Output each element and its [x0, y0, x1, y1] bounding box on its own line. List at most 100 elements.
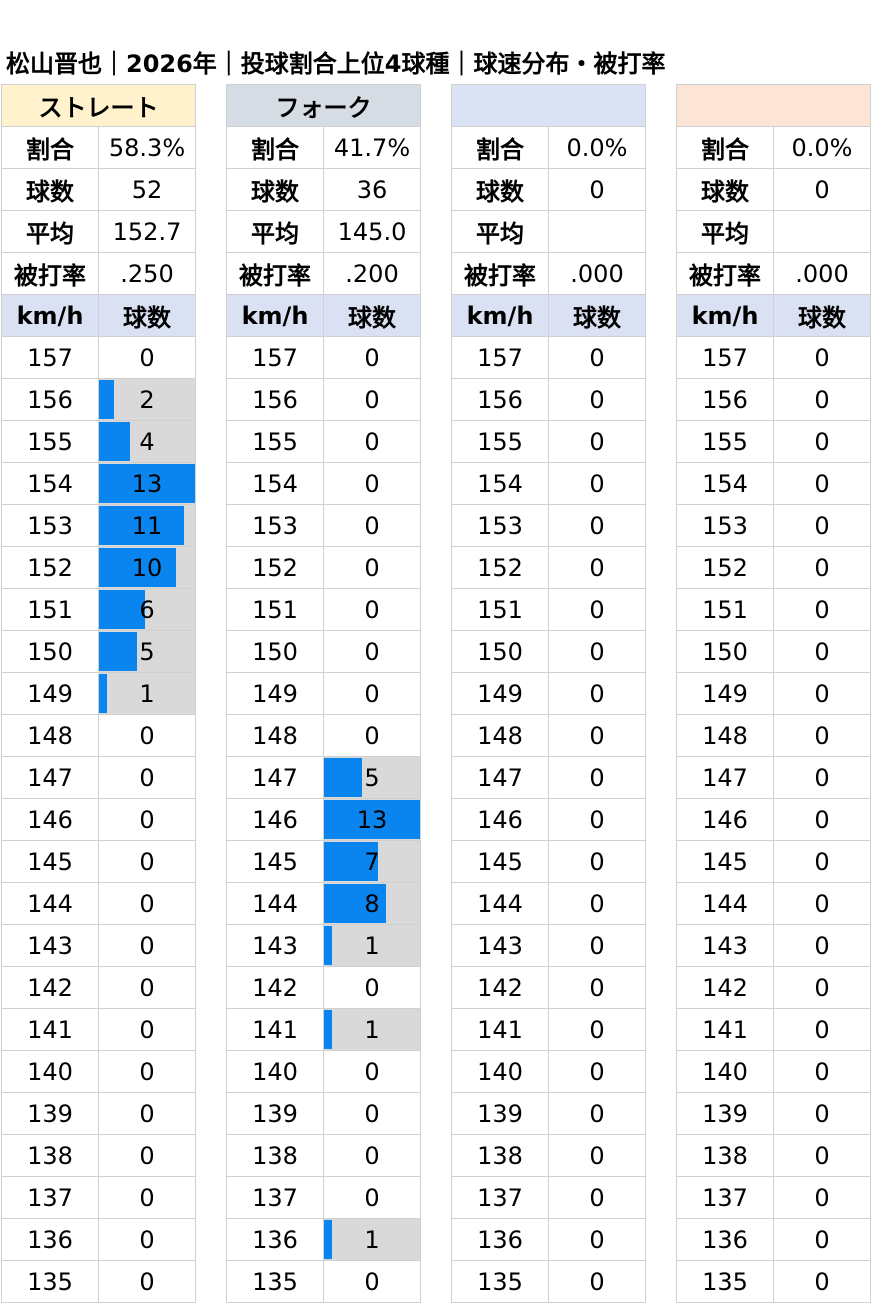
count-column-header: 球数 — [98, 294, 196, 337]
count-cell: 0 — [323, 1092, 421, 1135]
pitch-table: ストレート 割合 58.3% 球数 52 平均 152.7 被打率 .250 km/h 球数 157 0… — [1, 84, 196, 1303]
count-value: 0 — [139, 1225, 155, 1254]
speed-row: 146 0 — [676, 798, 871, 841]
count-cell: 0 — [548, 1218, 646, 1261]
speed-row: 135 0 — [1, 1260, 196, 1303]
speed-label: 151 — [451, 588, 549, 631]
count-cell: 0 — [773, 546, 871, 589]
count-cell: 0 — [773, 588, 871, 631]
count-bar — [99, 590, 145, 629]
stat-label-ba: 被打率 — [676, 252, 774, 295]
stat-label-ba: 被打率 — [226, 252, 324, 295]
count-value: 0 — [139, 343, 155, 372]
speed-label: 145 — [451, 840, 549, 883]
stat-label-count: 球数 — [226, 168, 324, 211]
count-value: 0 — [139, 973, 155, 1002]
speed-row: 156 2 — [1, 378, 196, 421]
speed-label: 154 — [226, 462, 324, 505]
count-cell: 1 — [98, 672, 196, 715]
count-value: 1 — [364, 1015, 380, 1044]
speed-label: 140 — [226, 1050, 324, 1093]
speed-row: 136 0 — [1, 1218, 196, 1261]
speed-label: 143 — [676, 924, 774, 967]
count-value: 1 — [139, 679, 155, 708]
count-bar — [99, 506, 184, 545]
count-cell: 0 — [98, 1092, 196, 1135]
count-value: 4 — [139, 427, 155, 456]
speed-label: 138 — [1, 1134, 99, 1177]
speed-label: 156 — [676, 378, 774, 421]
count-cell: 0 — [773, 1092, 871, 1135]
count-value: 0 — [364, 1057, 380, 1086]
count-cell: 0 — [773, 462, 871, 505]
speed-row: 149 0 — [226, 672, 421, 715]
count-value: 13 — [356, 805, 388, 834]
speed-row: 155 0 — [451, 420, 646, 463]
count-value: 0 — [589, 637, 605, 666]
count-value: 5 — [139, 637, 155, 666]
speed-row: 152 0 — [451, 546, 646, 589]
count-value: 0 — [589, 1099, 605, 1128]
speed-row: 139 0 — [676, 1092, 871, 1135]
count-cell: 0 — [548, 1092, 646, 1135]
count-value: 0 — [589, 553, 605, 582]
speed-label: 154 — [676, 462, 774, 505]
count-cell: 0 — [773, 504, 871, 547]
speed-label: 140 — [1, 1050, 99, 1093]
speed-label: 138 — [676, 1134, 774, 1177]
count-bar — [99, 380, 114, 419]
count-cell: 0 — [548, 924, 646, 967]
speed-row: 143 0 — [676, 924, 871, 967]
speed-row: 157 0 — [676, 336, 871, 379]
count-cell: 0 — [548, 420, 646, 463]
speed-row: 140 0 — [226, 1050, 421, 1093]
speed-label: 153 — [226, 504, 324, 547]
count-cell: 0 — [98, 1176, 196, 1219]
count-value: 0 — [139, 847, 155, 876]
count-cell: 0 — [773, 924, 871, 967]
count-value: 0 — [814, 1099, 830, 1128]
stat-row-avg: 平均 152.7 — [1, 210, 196, 253]
speed-row: 139 0 — [1, 1092, 196, 1135]
speed-row: 141 0 — [1, 1008, 196, 1051]
count-cell: 2 — [98, 378, 196, 421]
count-cell: 0 — [548, 378, 646, 421]
count-cell: 0 — [548, 840, 646, 883]
speed-label: 153 — [1, 504, 99, 547]
count-value: 0 — [139, 931, 155, 960]
stat-row-avg: 平均 — [451, 210, 646, 253]
speed-row: 154 0 — [226, 462, 421, 505]
count-value: 0 — [814, 553, 830, 582]
speed-row: 143 1 — [226, 924, 421, 967]
speed-row: 137 0 — [226, 1176, 421, 1219]
speed-row: 138 0 — [451, 1134, 646, 1177]
speed-label: 153 — [676, 504, 774, 547]
count-cell: 0 — [323, 420, 421, 463]
count-cell: 0 — [773, 882, 871, 925]
count-value: 0 — [139, 1141, 155, 1170]
count-cell: 0 — [98, 840, 196, 883]
count-cell: 0 — [548, 1176, 646, 1219]
count-value: 1 — [364, 931, 380, 960]
count-value: 0 — [589, 847, 605, 876]
speed-row: 145 0 — [676, 840, 871, 883]
speed-label: 147 — [451, 756, 549, 799]
speed-label: 147 — [1, 756, 99, 799]
count-value: 0 — [814, 931, 830, 960]
speed-row: 138 0 — [1, 1134, 196, 1177]
speed-label: 137 — [676, 1176, 774, 1219]
speed-label: 149 — [1, 672, 99, 715]
count-cell: 0 — [323, 378, 421, 421]
count-cell: 0 — [773, 714, 871, 757]
speed-label: 139 — [676, 1092, 774, 1135]
speed-row: 137 0 — [451, 1176, 646, 1219]
speed-label: 140 — [676, 1050, 774, 1093]
count-value: 6 — [139, 595, 155, 624]
speed-row: 143 0 — [1, 924, 196, 967]
count-cell: 0 — [773, 1176, 871, 1219]
count-value: 0 — [589, 1015, 605, 1044]
speed-row: 144 8 — [226, 882, 421, 925]
stat-value-ba: .200 — [323, 252, 421, 295]
speed-row: 149 0 — [676, 672, 871, 715]
stat-label-count: 球数 — [1, 168, 99, 211]
